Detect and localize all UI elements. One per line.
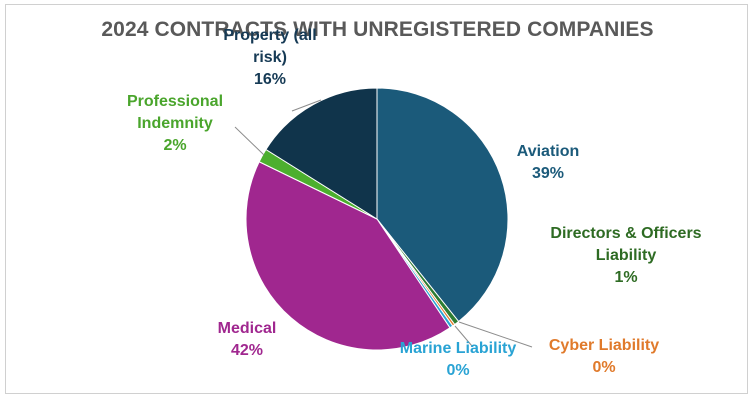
category-label-cyber-liability: Cyber Liability: [549, 337, 659, 354]
leader-line-property-all-risk: [291, 99, 322, 112]
data-label-professional-indemnity: Professional Indemnity 2%: [127, 93, 223, 154]
percent-label-aviation: 39%: [532, 165, 564, 182]
leader-line-cyber-liability: [458, 321, 533, 348]
percent-label-cyber-liability: 0%: [592, 359, 615, 376]
data-label-property-all-risk: Property (all risk) 16%: [223, 27, 316, 88]
data-label-medical: Medical 42%: [218, 320, 277, 359]
pie-slice-property-all-risk: [265, 87, 378, 220]
category-label-property-all-risk: risk): [253, 49, 287, 66]
data-label-marine-liability: Marine Liability 0%: [400, 340, 517, 379]
leader-line-professional-indemnity: [234, 126, 265, 156]
category-label-medical: Medical: [218, 320, 277, 337]
category-label-property-all-risk: Property (all: [223, 27, 316, 44]
pie-slice-aviation: [376, 87, 509, 323]
pie-slice-medical: [245, 161, 451, 351]
leader-line-marine-liability: [454, 325, 473, 347]
pie-slices: [245, 87, 509, 351]
data-label-cyber-liability: Cyber Liability 0%: [549, 337, 659, 376]
category-label-directors-officers-liability: Directors & Officers: [550, 225, 701, 242]
category-label-marine-liability: Marine Liability: [400, 340, 517, 357]
percent-label-directors-officers-liability: 1%: [614, 269, 637, 286]
percent-label-medical: 42%: [231, 342, 263, 359]
percent-label-property-all-risk: 16%: [254, 71, 286, 88]
data-label-aviation: Aviation 39%: [517, 143, 580, 182]
chart-title: 2024 CONTRACTS WITH UNREGISTERED COMPANI…: [101, 18, 654, 41]
category-label-aviation: Aviation: [517, 143, 580, 160]
leader-lines: [234, 99, 533, 348]
data-label-directors-officers-liability: Directors & Officers Liability 1%: [550, 225, 701, 286]
category-label-professional-indemnity: Professional: [127, 93, 223, 110]
category-label-professional-indemnity: Indemnity: [137, 115, 213, 132]
category-label-directors-officers-liability: Liability: [596, 247, 657, 264]
percent-label-professional-indemnity: 2%: [163, 137, 186, 154]
percent-label-marine-liability: 0%: [446, 362, 469, 379]
